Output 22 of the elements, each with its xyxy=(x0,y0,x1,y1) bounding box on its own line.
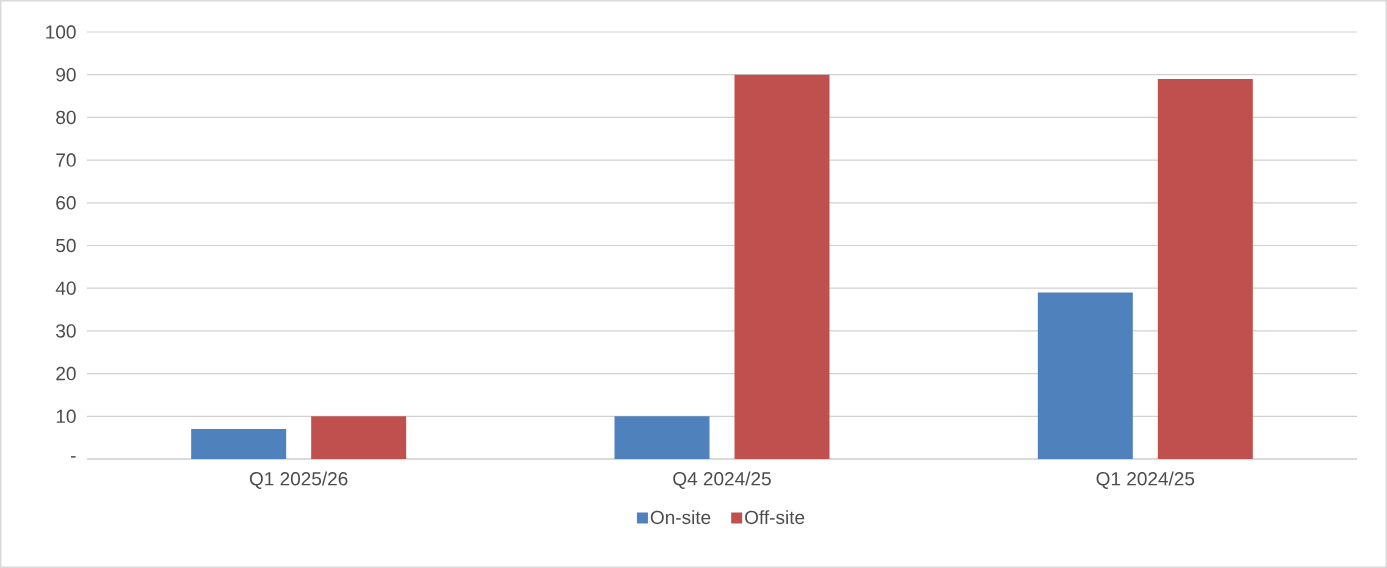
y-tick-label: 20 xyxy=(56,366,76,381)
y-tick-label: 80 xyxy=(56,110,76,125)
y-tick-label: 100 xyxy=(46,25,76,39)
y-tick-label: 30 xyxy=(56,324,76,338)
bar xyxy=(311,416,407,459)
y-tick-label: 10 xyxy=(56,409,76,424)
y-tick-label: - xyxy=(70,456,76,458)
bar xyxy=(734,74,830,459)
y-tick-label: 40 xyxy=(55,281,76,295)
legend-label: On-site xyxy=(650,510,711,525)
bar xyxy=(191,429,287,459)
y-tick-label: 50 xyxy=(56,238,76,253)
y-tick-label: 90 xyxy=(56,67,76,82)
x-tick-label: Q1 2024/25 xyxy=(1096,471,1195,489)
y-tick-label: 60 xyxy=(56,196,76,210)
bar xyxy=(1037,292,1133,459)
bar xyxy=(1157,78,1253,459)
legend-label: Off-site xyxy=(745,510,805,525)
x-tick-label: Q1 2025/26 xyxy=(249,471,348,489)
x-tick-label: Q4 2024/25 xyxy=(673,471,771,489)
y-tick-label: 70 xyxy=(56,153,76,167)
bar xyxy=(614,416,710,459)
